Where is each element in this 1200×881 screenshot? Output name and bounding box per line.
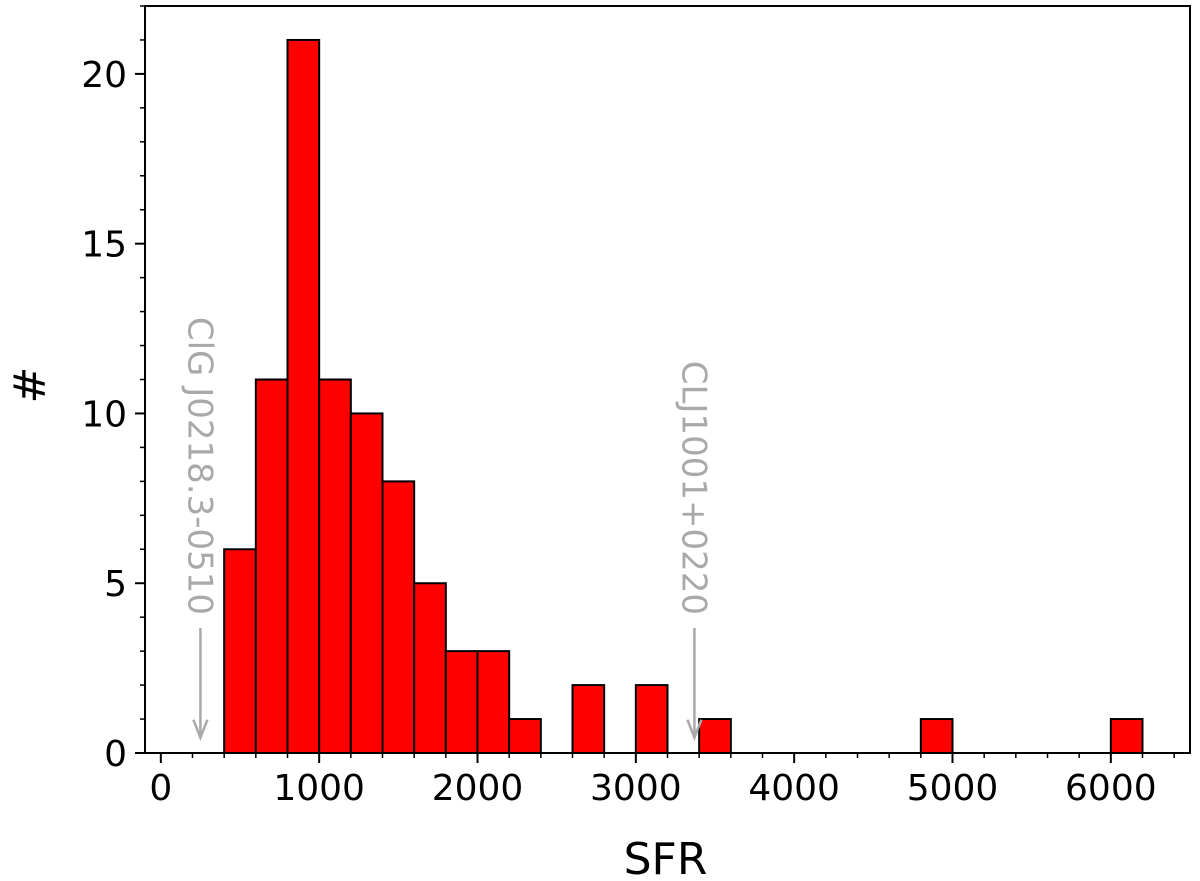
- x-tick-label: 3000: [590, 768, 682, 809]
- histogram-bar-9: [508, 718, 542, 755]
- histogram-bar-3: [318, 378, 352, 754]
- histogram-bar-1: [254, 378, 289, 754]
- histogram-bar-7: [444, 650, 479, 754]
- x-tick-label: 6000: [1065, 768, 1157, 809]
- histogram-bar-13: [919, 718, 954, 755]
- y-tick-label: 5: [104, 564, 127, 605]
- x-tick-label: 1000: [273, 768, 365, 809]
- histogram-bar-5: [381, 480, 416, 754]
- annotation-label-0: ClG J0218.3-0510: [179, 317, 219, 615]
- ticks-layer: 0 1000 2000 3000 4000 5000 6000 0 5 10 15 20: [81, 5, 1175, 809]
- x-tick-label: 0: [149, 768, 172, 809]
- x-tick-label: 2000: [432, 768, 524, 809]
- annotation-label-1: CLJ1001+0220: [673, 361, 713, 615]
- histogram-bar-8: [476, 650, 511, 754]
- histogram-bar-11: [634, 684, 669, 754]
- histogram-bar-14: [1109, 718, 1144, 755]
- histogram-bar-2: [286, 38, 321, 755]
- annotations-layer: ClG J0218.3-0510 CLJ1001+0220: [179, 317, 713, 742]
- x-tick-label: 4000: [748, 768, 840, 809]
- annotation-arrowhead-1: [686, 719, 703, 742]
- y-tick-label: 15: [81, 225, 127, 266]
- y-tick-label: 20: [81, 55, 127, 96]
- y-tick-label: 10: [81, 394, 127, 435]
- x-axis-label: SFR: [624, 834, 708, 881]
- histogram-bar-10: [571, 684, 606, 754]
- histogram-bar-6: [413, 582, 447, 755]
- annotation-arrowhead-0: [192, 719, 209, 742]
- histogram-bar-12: [698, 718, 732, 755]
- y-axis-label: #: [5, 367, 56, 404]
- histogram-bar-4: [349, 412, 384, 754]
- y-tick-label: 0: [104, 734, 127, 775]
- x-tick-label: 5000: [907, 768, 999, 809]
- bars-layer: [223, 38, 1144, 755]
- histogram-bar-0: [223, 548, 257, 754]
